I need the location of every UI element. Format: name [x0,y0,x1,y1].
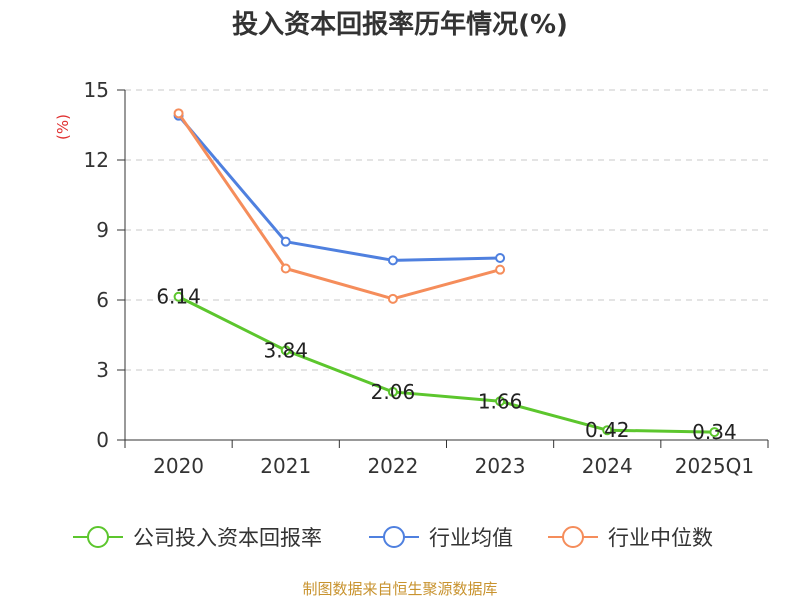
data-label: 3.84 [263,338,308,362]
data-point[interactable] [173,108,184,119]
series-line-1 [177,114,501,262]
data-point[interactable] [709,427,720,438]
data-point[interactable] [387,255,398,266]
legend-marker [562,526,584,548]
y-tick-label: 12 [84,148,109,172]
x-tick-label: 2021 [260,454,311,478]
x-tick-label: 2023 [475,454,526,478]
chart-title: 投入资本回报率历年情况(%) [232,10,568,40]
data-label: 1.66 [478,389,523,413]
grid-lines [125,89,768,371]
x-tick-label: 2024 [582,454,633,478]
y-tick-label: 6 [96,288,109,312]
legend-item-1[interactable]: 行业均值 [369,526,513,550]
x-tick-label: 2022 [367,454,418,478]
legend-item-0[interactable]: 公司投入资本回报率 [73,526,322,550]
legend[interactable]: 公司投入资本回报率 行业均值 行业中位数 [73,526,713,550]
y-tick-label: 3 [96,358,109,382]
data-point[interactable] [280,345,291,356]
legend-item-2[interactable]: 行业中位数 [548,526,713,550]
data-point[interactable] [602,425,613,436]
y-axis-unit-label: (%) [54,114,72,140]
legend-marker [87,526,109,548]
y-tick-label: 9 [96,218,109,242]
data-point[interactable] [173,291,184,302]
data-label: 0.42 [585,418,630,442]
x-tick-label: 2020 [153,454,204,478]
legend-label: 行业均值 [429,526,513,550]
legend-label: 公司投入资本回报率 [133,526,322,550]
legend-label: 行业中位数 [608,526,713,550]
data-point[interactable] [280,263,291,274]
data-point[interactable] [387,293,398,304]
y-tick-label: 15 [84,78,109,102]
y-tick-label: 0 [96,428,109,452]
data-label: 0.34 [692,420,737,444]
data-point[interactable] [495,396,506,407]
legend-marker [383,526,405,548]
data-point[interactable] [495,264,506,275]
data-label: 6.14 [156,285,201,309]
series-line-2 [177,112,501,301]
data-label: 2.06 [371,380,416,404]
data-point[interactable] [280,236,291,247]
data-source-note: 制图数据来自恒生聚源数据库 [302,580,498,598]
data-point[interactable] [387,386,398,397]
x-tick-label: 2025Q1 [675,454,754,478]
axes: 0 3 6 9 12 15 (%) 2020 2021 2022 2023 2024 2025Q1 [54,78,769,478]
data-point[interactable] [495,253,506,263]
series-layer: 6.14 3.84 2.06 1.66 0.42 0.34 [156,108,737,444]
series-line-0 [177,295,715,434]
